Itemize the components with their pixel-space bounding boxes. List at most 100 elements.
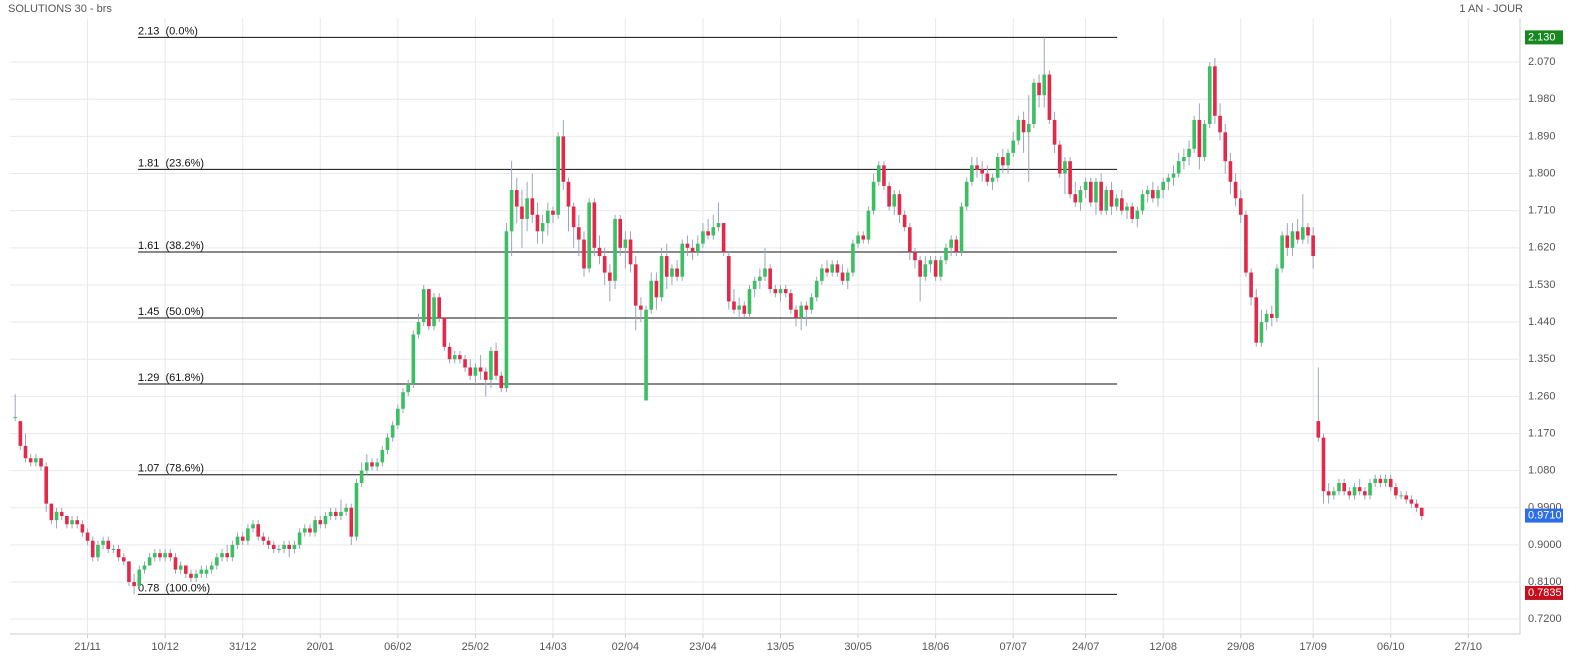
candle-body <box>261 536 266 541</box>
candle-body <box>1161 181 1165 191</box>
candle-body <box>587 202 591 269</box>
candle-body <box>540 223 545 232</box>
candle-body <box>90 540 95 558</box>
x-tick-label: 07/07 <box>999 641 1027 653</box>
candle-body <box>323 515 328 525</box>
candle-body <box>1213 66 1217 116</box>
price-badge <box>1525 508 1563 523</box>
candle-body <box>509 190 514 232</box>
candle-body <box>339 511 343 516</box>
candle-body <box>1120 198 1124 211</box>
candle-body <box>80 524 85 533</box>
candle-body <box>670 268 674 277</box>
candle-body <box>644 309 648 401</box>
candle-body <box>116 549 121 558</box>
candle-body <box>173 557 178 570</box>
candle-body <box>1264 313 1269 323</box>
candle-body <box>1352 487 1357 496</box>
candle-body <box>1006 152 1010 166</box>
candle-body <box>282 544 286 550</box>
y-tick-label: 1.260 <box>1528 390 1556 402</box>
candle-body <box>856 235 860 244</box>
candle-body <box>980 169 985 174</box>
candle-body <box>489 350 493 380</box>
candle-body <box>918 260 922 277</box>
y-tick-label: 1.530 <box>1528 279 1556 291</box>
candle-body <box>758 276 762 281</box>
x-tick-label: 06/10 <box>1377 641 1405 653</box>
candle-body <box>1337 482 1341 492</box>
candle-body <box>778 289 783 294</box>
candle-body <box>344 507 348 512</box>
candle-body <box>649 280 654 310</box>
y-tick-label: 0.9000 <box>1528 539 1562 551</box>
candle-body <box>1125 206 1129 211</box>
candle-body <box>121 557 126 562</box>
candle-body <box>44 466 49 504</box>
candle-body <box>421 289 426 323</box>
candle-body <box>690 247 695 252</box>
candle-body <box>1238 198 1243 215</box>
y-tick-label: 0.7200 <box>1528 613 1562 625</box>
candle-body <box>773 289 778 294</box>
candle-body <box>1295 231 1300 240</box>
candle-body <box>452 355 457 360</box>
candle-body <box>184 565 188 574</box>
y-tick-label: 2.070 <box>1528 56 1556 68</box>
candle-body <box>292 544 297 550</box>
candle-body <box>271 544 276 550</box>
price-badge <box>1525 585 1563 600</box>
candle-body <box>96 544 100 558</box>
candle-body <box>954 239 959 252</box>
candle-body <box>437 297 442 318</box>
x-tick-label: 18/06 <box>922 641 950 653</box>
candle-body <box>556 136 560 215</box>
candle-body <box>318 520 323 525</box>
candle-body <box>1171 173 1176 178</box>
candle-body <box>1001 157 1005 166</box>
candle-body <box>571 206 576 228</box>
candle-body <box>1306 227 1310 236</box>
candle-body <box>458 355 462 360</box>
price-badge <box>1525 30 1563 45</box>
x-tick-label: 25/02 <box>462 641 490 653</box>
candle-body <box>1228 161 1233 182</box>
candle-body <box>1404 495 1409 500</box>
candle-body <box>390 425 395 438</box>
candle-body <box>685 243 690 248</box>
candle-body <box>633 264 638 306</box>
candle-body <box>308 528 312 533</box>
candle-body <box>866 210 871 240</box>
candle-body <box>85 532 90 541</box>
candle-body <box>794 309 798 318</box>
candle-body <box>871 181 876 211</box>
fib-label: 1.45 (50.0%) <box>138 306 204 318</box>
candle-body <box>240 536 245 541</box>
x-tick-label: 06/02 <box>384 641 412 653</box>
candle-body <box>349 507 354 537</box>
candle-body <box>680 243 685 277</box>
candle-body <box>463 359 467 368</box>
candle-body <box>985 173 990 182</box>
candle-body <box>427 289 431 327</box>
candle-body <box>106 540 111 550</box>
candle-body <box>525 198 529 219</box>
candle-body <box>726 256 731 302</box>
candle-body <box>359 470 364 483</box>
candle-body <box>1182 157 1186 162</box>
candle-body <box>1368 482 1372 496</box>
candle-body <box>949 239 953 248</box>
candle-body <box>39 458 43 467</box>
candle-body <box>520 206 524 219</box>
x-tick-label: 12/08 <box>1149 641 1177 653</box>
candle-body <box>1419 507 1424 516</box>
candle-body <box>975 165 979 170</box>
candle-body <box>545 210 550 224</box>
x-tick-label: 02/04 <box>612 641 640 653</box>
candle-body <box>70 520 74 525</box>
candle-body <box>654 280 659 298</box>
candle-body <box>716 223 721 228</box>
candle-body <box>297 532 302 545</box>
candle-body <box>582 239 586 269</box>
candle-body <box>1249 272 1253 298</box>
